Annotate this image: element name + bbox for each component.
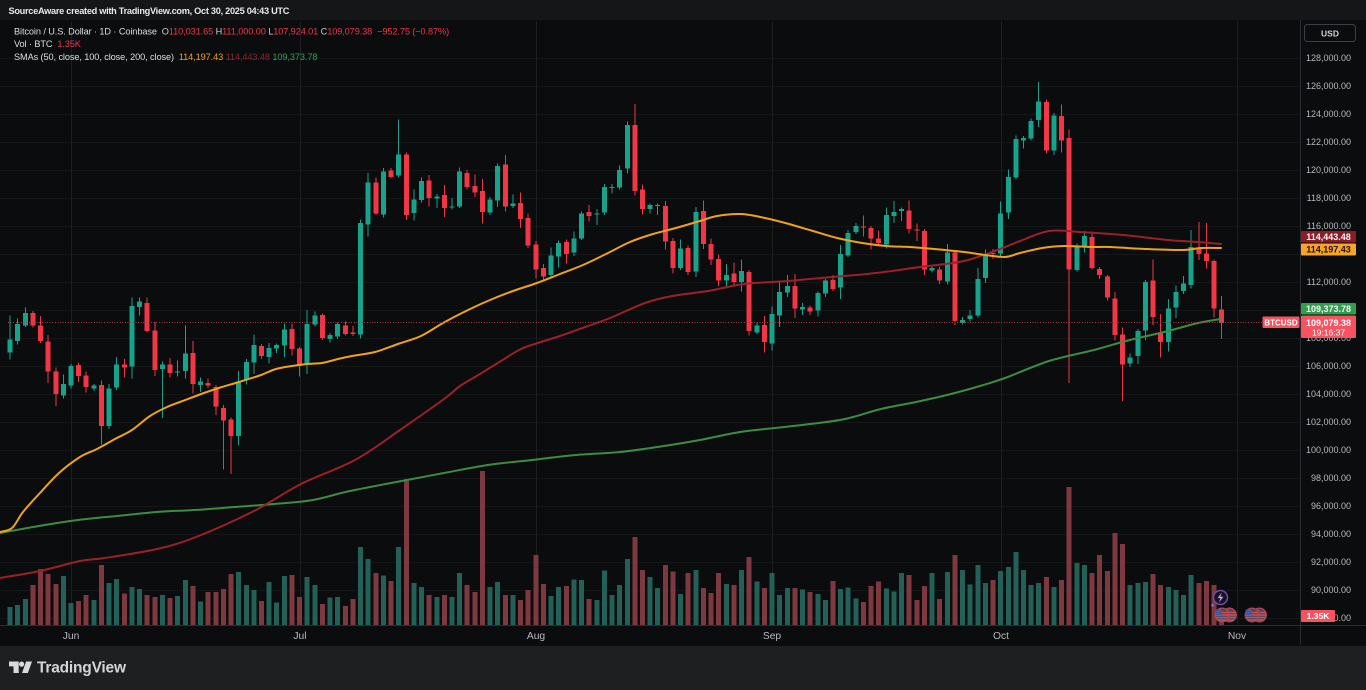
svg-text:Jul: Jul [293,631,306,642]
svg-text:SMAs (50, close, 100, close, 2: SMAs (50, close, 100, close, 200, close)… [14,52,317,62]
svg-text:106,000.00: 106,000.00 [1306,361,1351,371]
svg-text:109,373.78: 109,373.78 [1306,304,1351,314]
svg-text:SourceAware created with Tradi: SourceAware created with TradingView.com… [9,6,290,16]
svg-text:19:16:37: 19:16:37 [1312,328,1345,338]
svg-text:Aug: Aug [527,631,546,642]
svg-text:Oct: Oct [993,631,1009,642]
svg-text:112,000.00: 112,000.00 [1307,277,1351,287]
svg-text:114,443.48: 114,443.48 [1306,232,1351,242]
svg-text:118,000.00: 118,000.00 [1307,193,1351,203]
svg-text:102,000.00: 102,000.00 [1306,417,1351,427]
svg-text:108,000.00: 108,000.00 [1306,333,1351,343]
svg-text:109,079.38: 109,079.38 [1306,318,1351,328]
svg-text:128,000.00: 128,000.00 [1306,53,1351,63]
svg-text:Bitcoin / U.S. Dollar · 1D · C: Bitcoin / U.S. Dollar · 1D · Coinbase O1… [14,26,449,36]
svg-text:1.35K: 1.35K [1307,611,1331,621]
svg-text:92,000.00: 92,000.00 [1311,557,1351,567]
svg-text:120,000.00: 120,000.00 [1306,165,1351,175]
svg-text:98,000.00: 98,000.00 [1311,473,1351,483]
svg-text:122,000.00: 122,000.00 [1306,137,1351,147]
svg-text:94,000.00: 94,000.00 [1311,529,1351,539]
svg-text:Jun: Jun [63,631,80,642]
svg-text:BTCUSD: BTCUSD [1264,318,1298,327]
svg-text:90,000.00: 90,000.00 [1311,585,1351,595]
svg-text:Vol · BTC 1.35K: Vol · BTC 1.35K [14,39,82,49]
svg-text:104,000.00: 104,000.00 [1306,389,1351,399]
svg-text:Sep: Sep [763,631,782,642]
svg-text:100,000.00: 100,000.00 [1306,445,1351,455]
svg-text:TradingView: TradingView [37,660,127,677]
svg-text:96,000.00: 96,000.00 [1311,501,1351,511]
svg-text:USD: USD [1321,29,1339,39]
svg-text:Nov: Nov [1228,631,1247,642]
svg-text:126,000.00: 126,000.00 [1306,81,1351,91]
svg-text:116,000.00: 116,000.00 [1307,221,1351,231]
svg-text:124,000.00: 124,000.00 [1306,109,1351,119]
svg-text:114,197.43: 114,197.43 [1306,245,1351,255]
